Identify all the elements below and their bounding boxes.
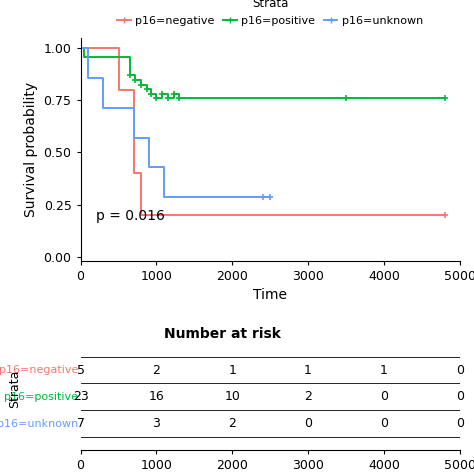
Text: 7: 7 bbox=[77, 417, 84, 430]
Text: 0: 0 bbox=[456, 364, 464, 376]
Text: 23: 23 bbox=[73, 390, 89, 403]
Y-axis label: Survival probability: Survival probability bbox=[24, 82, 38, 217]
Text: 0: 0 bbox=[380, 390, 388, 403]
Text: p = 0.016: p = 0.016 bbox=[96, 209, 164, 223]
Text: 1: 1 bbox=[380, 364, 388, 376]
Text: 0: 0 bbox=[456, 390, 464, 403]
Text: 1: 1 bbox=[228, 364, 236, 376]
X-axis label: Time: Time bbox=[253, 288, 287, 302]
Text: 2: 2 bbox=[304, 390, 312, 403]
Text: Strata: Strata bbox=[8, 370, 21, 408]
Text: p16=positive: p16=positive bbox=[4, 392, 78, 402]
Text: 3: 3 bbox=[153, 417, 160, 430]
Text: 16: 16 bbox=[148, 390, 164, 403]
Text: 0: 0 bbox=[380, 417, 388, 430]
Text: 10: 10 bbox=[224, 390, 240, 403]
Text: 0: 0 bbox=[456, 417, 464, 430]
Legend: p16=negative, p16=positive, p16=unknown: p16=negative, p16=positive, p16=unknown bbox=[115, 0, 425, 28]
Text: 5: 5 bbox=[77, 364, 84, 376]
Text: 0: 0 bbox=[304, 417, 312, 430]
Text: 1: 1 bbox=[304, 364, 312, 376]
Text: Number at risk: Number at risk bbox=[164, 327, 281, 341]
Text: p16=negative: p16=negative bbox=[0, 365, 78, 375]
Text: 2: 2 bbox=[153, 364, 160, 376]
Text: 2: 2 bbox=[228, 417, 236, 430]
Text: p16=unknown: p16=unknown bbox=[0, 419, 78, 428]
